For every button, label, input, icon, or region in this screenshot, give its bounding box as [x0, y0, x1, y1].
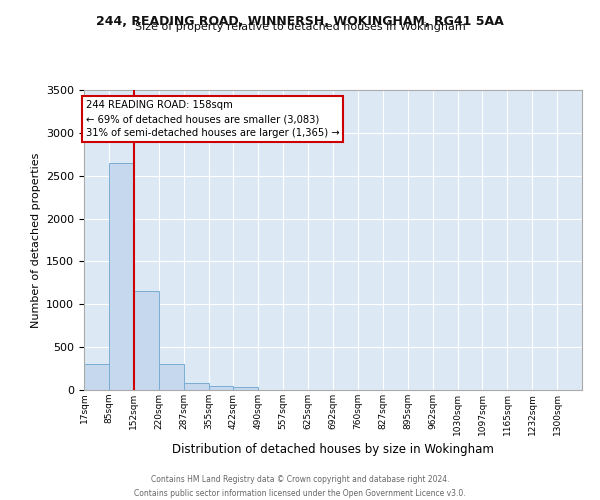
- Bar: [159, 364, 184, 390]
- Text: 244 READING ROAD: 158sqm
← 69% of detached houses are smaller (3,083)
31% of sem: 244 READING ROAD: 158sqm ← 69% of detach…: [86, 100, 340, 138]
- Bar: [209, 386, 233, 390]
- Bar: [109, 163, 134, 390]
- Y-axis label: Number of detached properties: Number of detached properties: [31, 152, 41, 328]
- Bar: [184, 383, 209, 390]
- Bar: [134, 292, 159, 390]
- Bar: [84, 364, 109, 390]
- Bar: [233, 386, 259, 390]
- Text: 244, READING ROAD, WINNERSH, WOKINGHAM, RG41 5AA: 244, READING ROAD, WINNERSH, WOKINGHAM, …: [96, 15, 504, 28]
- Text: Size of property relative to detached houses in Wokingham: Size of property relative to detached ho…: [134, 22, 466, 32]
- X-axis label: Distribution of detached houses by size in Wokingham: Distribution of detached houses by size …: [172, 443, 494, 456]
- Text: Contains HM Land Registry data © Crown copyright and database right 2024.
Contai: Contains HM Land Registry data © Crown c…: [134, 476, 466, 498]
